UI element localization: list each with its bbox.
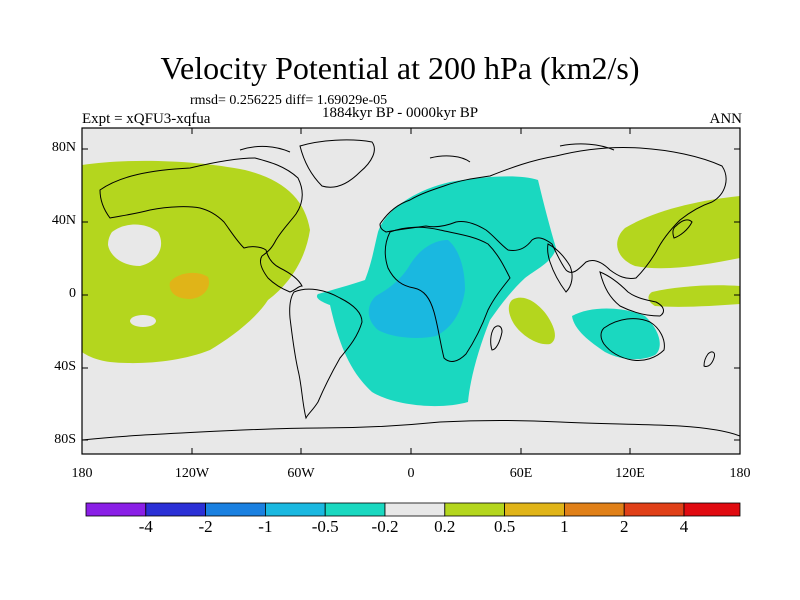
colorbar-label-6: 0.2: [434, 517, 456, 536]
lat-label-80s: 80S: [54, 432, 76, 447]
weak-region-pacific-north: [108, 224, 162, 266]
coastline-southeast-asia: [599, 271, 664, 317]
positive-anomaly-pacific: [82, 160, 310, 364]
colorbar-box-11: [683, 502, 741, 517]
coastline-europe-asia: [379, 146, 727, 279]
colorbar-box-5: [324, 502, 386, 517]
lat-label-40s: 40S: [54, 359, 76, 374]
lat-label-80n: 80N: [51, 140, 76, 155]
lat-label-40n: 40N: [51, 213, 76, 228]
colorbar-box-7: [444, 502, 505, 517]
coastline-new-zealand: [703, 351, 715, 367]
lon-label-120e: 120E: [615, 466, 645, 481]
positive-anomaly-indian-ocean: [508, 297, 555, 345]
negative-anomaly-australia: [572, 308, 660, 360]
weak-region-pacific-south: [130, 315, 156, 327]
colorbar-label-10: 4: [679, 517, 689, 536]
stats-label: rmsd= 0.256225 diff= 1.69029e-05: [190, 93, 388, 108]
colorbar-label-1: -4: [138, 517, 153, 536]
coastline-madagascar: [490, 325, 503, 351]
lon-label-180-left: 180: [71, 466, 93, 481]
colorbar-box-10: [623, 502, 685, 517]
colorbar-label-7: 0.5: [493, 517, 516, 536]
coastline-antarctica: [82, 420, 740, 441]
coastline-japan: [672, 219, 693, 239]
lon-label-0: 0: [407, 466, 415, 481]
colorbar-label-4: -0.5: [311, 517, 339, 536]
colorbar-box-6: [384, 502, 446, 517]
colorbar-box-2: [145, 502, 207, 517]
colorbar-label-2: -2: [198, 517, 213, 536]
colorbar-box-8: [504, 502, 565, 517]
plot-title: Velocity Potential at 200 hPa (km2/s): [160, 50, 640, 86]
lon-label-60e: 60E: [509, 466, 533, 481]
season-label: ANN: [709, 111, 743, 127]
colorbar-label-3: -1: [258, 517, 273, 536]
map-field: [82, 128, 740, 454]
strong-positive-anomaly-pacific: [169, 272, 210, 299]
lon-label-60w: 60W: [287, 466, 315, 481]
coastline-greenland: [299, 139, 375, 188]
colorbar-box-9: [564, 502, 625, 517]
colorbar-label-5: -0.2: [371, 517, 399, 536]
colorbar-box-1: [85, 502, 147, 517]
coastline-australia: [600, 318, 665, 361]
colorbar-box-3: [205, 502, 266, 517]
colorbar-box-4: [264, 502, 326, 517]
experiment-label: Expt = xQFU3-xqfua: [82, 111, 211, 127]
coastlines: [82, 139, 740, 441]
axis-ticks: [81, 128, 741, 454]
coastline-north-america: [99, 157, 303, 293]
lat-label-0: 0: [69, 286, 76, 301]
positive-anomaly-west-pacific: [648, 285, 740, 307]
coastline-arctic-islands: [239, 143, 615, 163]
colorbar: [85, 502, 741, 517]
colorbar-label-8: 1: [560, 517, 569, 536]
coastline-india: [547, 243, 573, 293]
coastline-africa: [384, 226, 511, 362]
positive-anomaly-north-pacific-east: [617, 196, 740, 269]
period-label: 1884kyr BP - 0000kyr BP: [322, 105, 479, 121]
coastline-south-america: [289, 288, 363, 420]
colorbar-label-9: 2: [619, 517, 629, 536]
lon-label-120w: 120W: [174, 466, 210, 481]
lon-label-180-right: 180: [729, 466, 751, 481]
